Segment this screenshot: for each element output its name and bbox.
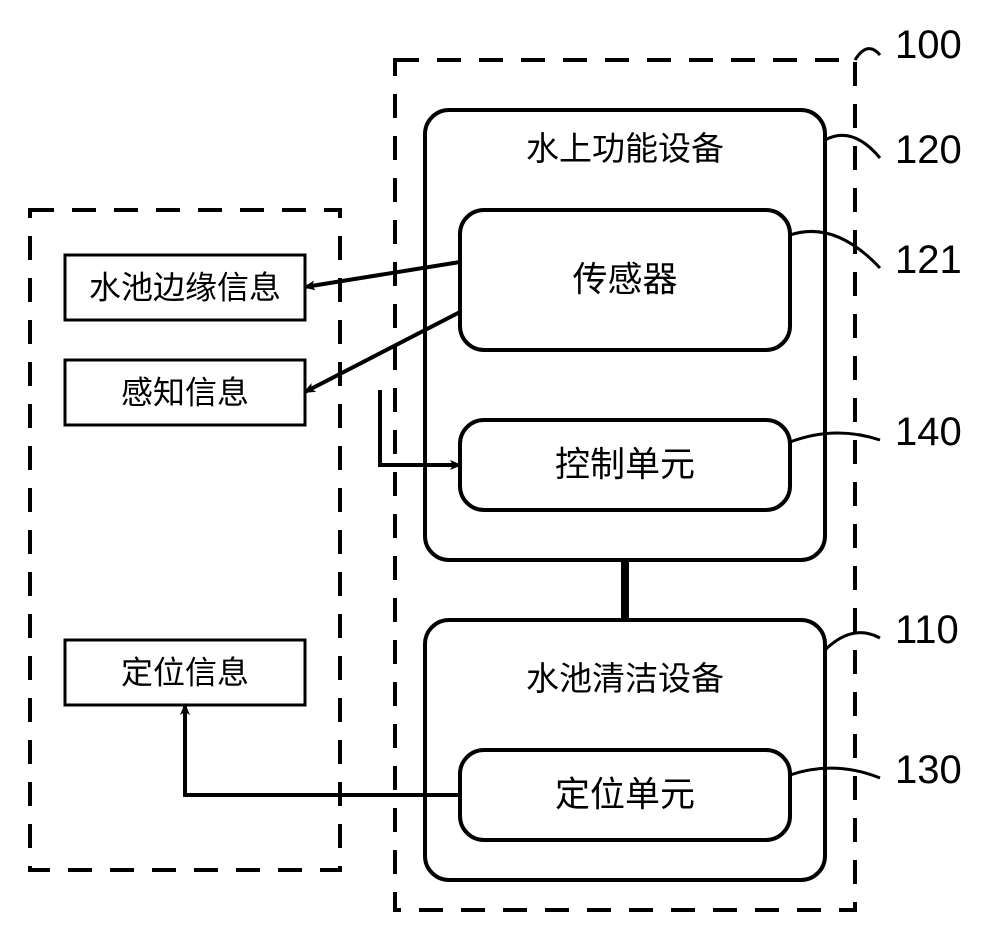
block-diagram: 水池边缘信息感知信息定位信息 水上功能设备传感器控制单元水池清洁设备定位单元 100…	[0, 0, 1000, 934]
ref-140: 140	[895, 410, 962, 454]
ref-130: 130	[895, 748, 962, 792]
water-device-box	[425, 110, 825, 560]
arrow-sensor-to-sense	[305, 312, 460, 392]
sensor-label: 传感器	[572, 261, 677, 300]
ref-120: 120	[895, 128, 962, 172]
arrow-location-unit-to-info	[185, 705, 460, 795]
leader-130	[790, 768, 880, 778]
ref-121: 121	[895, 238, 962, 282]
arrow-sensor-to-edge	[305, 262, 460, 287]
control-unit-label: 控制单元	[555, 446, 695, 485]
leader-140	[790, 433, 880, 442]
sensing-info-box-label: 感知信息	[121, 375, 249, 411]
arrow-to-control-unit	[380, 390, 460, 465]
ref-100: 100	[895, 23, 962, 67]
location-unit-label: 定位单元	[555, 776, 695, 815]
cleaning-device-title: 水池清洁设备	[526, 661, 724, 698]
ref-110: 110	[895, 608, 959, 652]
leader-121	[790, 231, 880, 268]
pool-edge-info-box-label: 水池边缘信息	[89, 270, 281, 306]
water-device-title: 水上功能设备	[526, 131, 724, 168]
leader-100	[855, 49, 880, 60]
leader-120	[825, 135, 880, 158]
leader-110	[825, 633, 880, 650]
location-info-box-label: 定位信息	[121, 655, 249, 691]
